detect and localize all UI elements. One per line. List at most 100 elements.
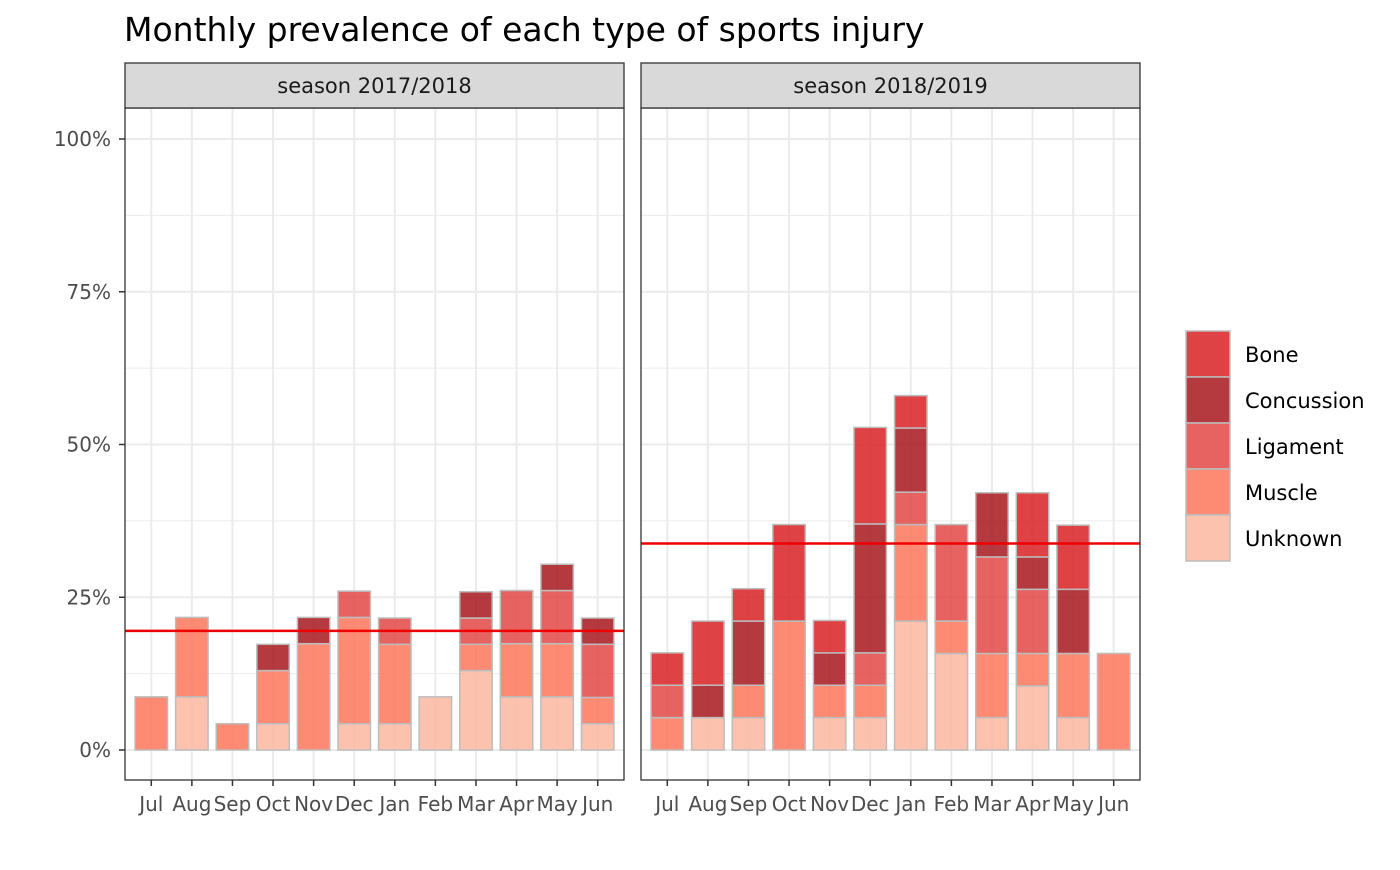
x-tick-label: Jun bbox=[1096, 792, 1129, 816]
bar-bone bbox=[853, 426, 888, 525]
x-tick-label: Jul bbox=[137, 792, 163, 816]
y-tick-label: 100% bbox=[54, 127, 111, 151]
x-tick-label: Aug bbox=[688, 792, 727, 816]
x-tick-label: Nov bbox=[810, 792, 849, 816]
bar-muscle bbox=[337, 616, 372, 725]
bar-concussion bbox=[690, 684, 725, 719]
bar-muscle bbox=[174, 616, 209, 698]
bar-muscle bbox=[772, 620, 807, 751]
bar-unknown bbox=[458, 669, 493, 751]
bar-unknown bbox=[174, 696, 209, 751]
bar-muscle bbox=[458, 643, 493, 672]
bar-muscle bbox=[134, 696, 169, 751]
x-tick-label: Sep bbox=[730, 792, 768, 816]
bar-unknown bbox=[934, 652, 969, 751]
bar-muscle bbox=[1056, 652, 1091, 719]
bar-bone bbox=[731, 587, 766, 622]
bar-ligament bbox=[337, 590, 372, 619]
legend: Bone Concussion Ligament Muscle Unknown bbox=[1185, 330, 1365, 562]
bar-unknown bbox=[893, 620, 928, 751]
bar-ligament bbox=[580, 643, 615, 699]
facet-strip bbox=[124, 62, 625, 109]
bar-ligament bbox=[893, 491, 928, 526]
x-tick-label: Jan bbox=[893, 792, 926, 816]
x-tick-label: Feb bbox=[934, 792, 969, 816]
x-tick-label: Mar bbox=[457, 792, 496, 816]
bar-unknown bbox=[256, 722, 291, 751]
bar-muscle bbox=[256, 669, 291, 725]
y-tick-label: 50% bbox=[67, 433, 111, 457]
bar-concussion bbox=[540, 563, 575, 592]
legend-label: Bone bbox=[1245, 343, 1298, 367]
x-tick-label: Aug bbox=[172, 792, 211, 816]
bar-bone bbox=[812, 619, 847, 654]
bar-unknown bbox=[1056, 716, 1091, 751]
bar-bone bbox=[1015, 492, 1050, 558]
legend-label: Ligament bbox=[1245, 435, 1344, 459]
legend-key-bone bbox=[1185, 330, 1231, 378]
x-tick-label: Jul bbox=[653, 792, 679, 816]
bar-bone bbox=[1056, 524, 1091, 591]
bar-ligament bbox=[499, 589, 534, 645]
legend-label: Muscle bbox=[1245, 481, 1318, 505]
x-tick-label: Jun bbox=[580, 792, 613, 816]
y-tick-label: 0% bbox=[79, 738, 111, 762]
x-tick-label: Dec bbox=[335, 792, 374, 816]
bar-ligament bbox=[540, 589, 575, 645]
legend-key-muscle bbox=[1185, 468, 1231, 516]
bar-muscle bbox=[580, 696, 615, 725]
x-tick-label: Apr bbox=[1015, 792, 1050, 816]
bar-bone bbox=[772, 523, 807, 622]
bar-unknown bbox=[337, 722, 372, 751]
bar-muscle bbox=[377, 643, 412, 725]
legend-key-ligament bbox=[1185, 422, 1231, 470]
bar-ligament bbox=[650, 684, 685, 719]
bar-muscle bbox=[1015, 652, 1050, 687]
x-tick-label: Mar bbox=[973, 792, 1012, 816]
bar-unknown bbox=[540, 696, 575, 751]
y-tick-label: 75% bbox=[67, 280, 111, 304]
bar-muscle bbox=[974, 652, 1009, 719]
bar-ligament bbox=[853, 652, 888, 686]
bar-bone bbox=[690, 620, 725, 686]
bar-concussion bbox=[1056, 588, 1091, 655]
bar-concussion bbox=[1015, 556, 1050, 591]
x-tick-label: Sep bbox=[214, 792, 252, 816]
legend-label: Concussion bbox=[1245, 389, 1365, 413]
bar-muscle bbox=[215, 722, 250, 751]
x-tick-label: May bbox=[1052, 792, 1094, 816]
bar-unknown bbox=[1015, 685, 1050, 751]
facet-strip-label: season 2018/2019 bbox=[793, 74, 987, 98]
bar-muscle bbox=[731, 684, 766, 719]
bar-unknown bbox=[580, 722, 615, 751]
bar-concussion bbox=[256, 643, 291, 672]
bar-muscle bbox=[650, 716, 685, 751]
bar-ligament bbox=[1015, 588, 1050, 655]
bar-concussion bbox=[731, 620, 766, 686]
bar-unknown bbox=[690, 716, 725, 751]
legend-key-unknown bbox=[1185, 514, 1231, 562]
bar-unknown bbox=[853, 716, 888, 751]
bar-muscle bbox=[499, 642, 534, 698]
y-axis: 0% 25% 50% 75% 100% bbox=[54, 127, 125, 762]
facet-strip bbox=[640, 62, 1141, 109]
bar-unknown bbox=[499, 696, 534, 751]
y-tick-label: 25% bbox=[67, 585, 111, 609]
bar-bone bbox=[893, 394, 928, 429]
bar-muscle bbox=[812, 684, 847, 719]
facet-panel: season 2018/2019 Jul Aug Sep Oct Nov Dec Jan Feb… bbox=[640, 62, 1141, 816]
bar-ligament bbox=[934, 523, 969, 622]
x-tick-label: Apr bbox=[499, 792, 534, 816]
bar-muscle bbox=[893, 523, 928, 622]
facet-strip-label: season 2017/2018 bbox=[277, 74, 471, 98]
chart-title: Monthly prevalence of each type of sport… bbox=[124, 10, 924, 49]
bar-concussion bbox=[853, 523, 888, 654]
x-tick-label: Nov bbox=[294, 792, 333, 816]
bar-muscle bbox=[1096, 652, 1131, 751]
bar-unknown bbox=[731, 716, 766, 751]
x-tick-label: Oct bbox=[256, 792, 291, 816]
x-tick-label: Feb bbox=[418, 792, 453, 816]
x-tick-label: May bbox=[536, 792, 578, 816]
